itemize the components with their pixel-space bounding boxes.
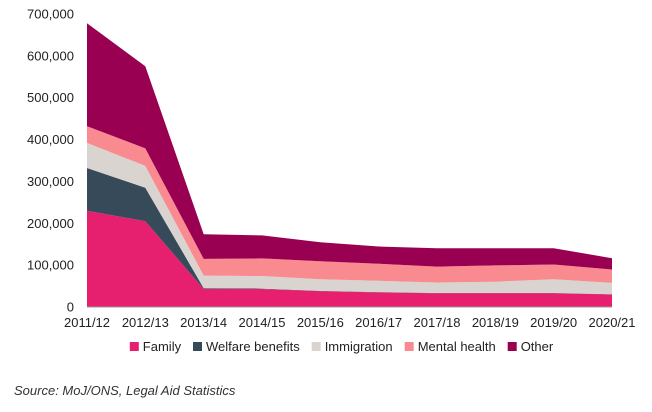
- x-tick-label: 2019/20: [530, 315, 577, 330]
- area-series-mental-health: [87, 126, 612, 283]
- legend-item-welfare-benefits: Welfare benefits: [193, 339, 300, 354]
- legend-swatch: [193, 342, 202, 351]
- legend-label: Family: [143, 339, 182, 354]
- source-note: Source: MoJ/ONS, Legal Aid Statistics: [14, 383, 236, 398]
- x-tick-label: 2020/21: [589, 315, 636, 330]
- chart-areas: [87, 23, 612, 307]
- legend-item-other: Other: [507, 339, 554, 354]
- legend-swatch: [507, 342, 517, 351]
- y-tick-label: 600,000: [27, 48, 74, 63]
- legend-label: Welfare benefits: [206, 339, 300, 354]
- x-tick-label: 2012/13: [122, 315, 169, 330]
- y-tick-label: 700,000: [27, 7, 74, 22]
- legend-swatch: [311, 342, 321, 351]
- x-tick-label: 2014/15: [239, 315, 286, 330]
- legend-label: Immigration: [325, 339, 393, 354]
- legend-swatch: [404, 342, 414, 351]
- x-tick-label: 2013/14: [180, 315, 227, 330]
- y-tick-label: 200,000: [27, 216, 74, 231]
- legend-item-immigration: Immigration: [311, 339, 393, 354]
- legend-item-family: Family: [129, 339, 182, 354]
- legend-item-mental-health: Mental health: [404, 339, 496, 354]
- legend-label: Other: [521, 339, 554, 354]
- y-tick-label: 500,000: [27, 90, 74, 105]
- legend-label: Mental health: [418, 339, 496, 354]
- x-tick-label: 2016/17: [355, 315, 402, 330]
- y-tick-label: 0: [67, 300, 74, 315]
- y-tick-label: 100,000: [27, 258, 74, 273]
- legend: Family Welfare benefits Immigration Mental …: [129, 339, 554, 354]
- legend-swatch: [129, 342, 139, 351]
- x-tick-label: 2018/19: [472, 315, 519, 330]
- x-tick-label: 2017/18: [414, 315, 461, 330]
- y-tick-label: 300,000: [27, 174, 74, 189]
- y-axis: 0 100,000 200,000 300,000 400,000 500,000 600,…: [27, 7, 74, 315]
- x-axis: 2011/12 2012/13 2013/14 2014/15 2015/16 2016/…: [64, 306, 636, 330]
- x-tick-label: 2015/16: [297, 315, 344, 330]
- x-tick-label: 2011/12: [64, 315, 110, 330]
- y-tick-label: 400,000: [27, 132, 74, 147]
- area-series-family: [87, 210, 612, 307]
